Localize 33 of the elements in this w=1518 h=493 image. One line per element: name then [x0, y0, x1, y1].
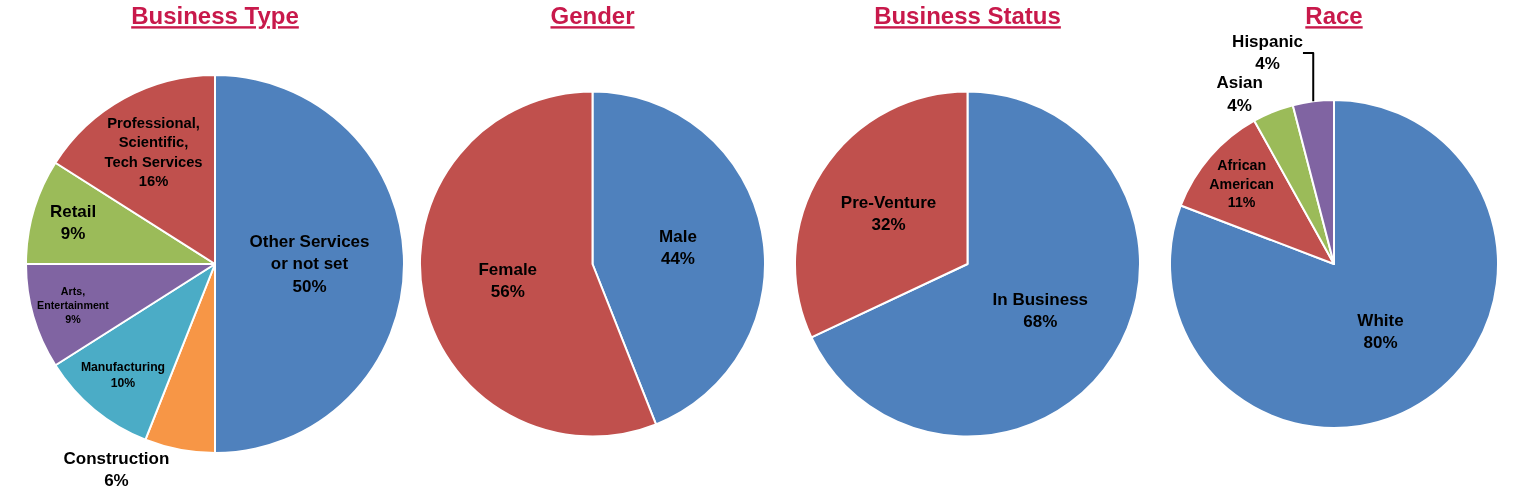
slice-label: African American — [1209, 157, 1275, 192]
slice-label: Asian — [1216, 73, 1263, 93]
slice-label: Other Services or not set — [249, 232, 370, 274]
slice-label: Hispanic — [1232, 32, 1303, 52]
slice-label: Construction — [63, 448, 170, 468]
data-label: 4% — [1227, 95, 1252, 115]
data-label: 10% — [110, 376, 136, 391]
chart-title: Business Type — [131, 2, 299, 30]
slice-label: In Business — [992, 289, 1089, 309]
data-label: 9% — [60, 224, 86, 244]
data-label: 16% — [138, 172, 169, 189]
pie-slice — [1169, 99, 1499, 429]
data-label: 4% — [1255, 54, 1280, 74]
slice-label: Professional, Scientific, Tech Services — [104, 115, 203, 170]
slice-label: White — [1357, 310, 1404, 330]
chart-title: Race — [1305, 2, 1363, 30]
slice-label: Pre-Venture — [840, 193, 937, 213]
data-label: 50% — [292, 276, 327, 296]
data-label: 56% — [490, 281, 525, 301]
chart-title: Business Status — [874, 2, 1061, 30]
slice-label: Male — [659, 227, 697, 247]
chart-title: Gender — [550, 2, 635, 30]
data-label: 11% — [1227, 194, 1256, 211]
data-label: 80% — [1363, 333, 1398, 353]
data-label: 6% — [104, 471, 129, 491]
slice-label: Retail — [49, 202, 97, 222]
data-label: 9% — [65, 312, 82, 325]
slice-label: Arts, Entertainment — [37, 284, 110, 311]
data-label: 44% — [660, 249, 695, 269]
data-label: 68% — [1023, 311, 1058, 331]
slice-label: Manufacturing — [80, 360, 166, 375]
data-label: 32% — [871, 215, 906, 235]
slice-label: Female — [478, 259, 538, 279]
